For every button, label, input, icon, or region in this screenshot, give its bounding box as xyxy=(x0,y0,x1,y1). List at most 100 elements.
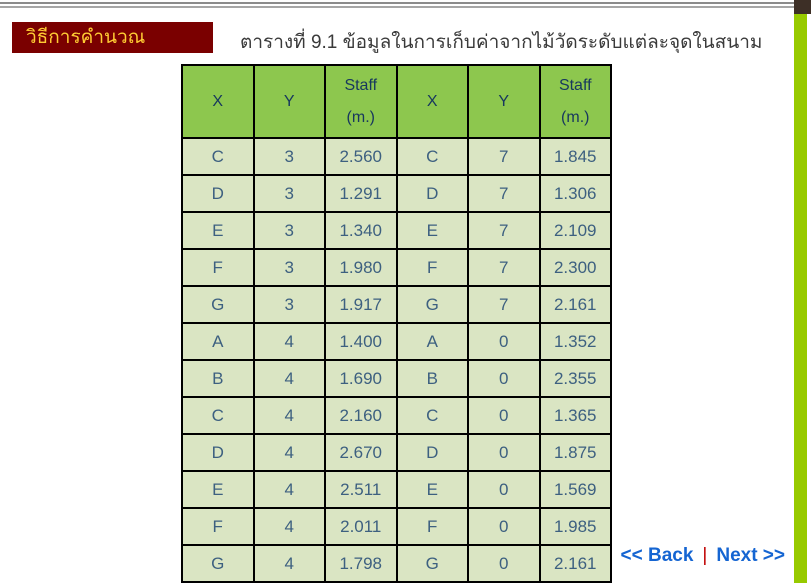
table-cell: 1.291 xyxy=(324,174,398,213)
table-cell: E xyxy=(181,211,255,250)
table-cell: D xyxy=(181,433,255,472)
table-cell: 7 xyxy=(467,211,541,250)
table-cell: F xyxy=(395,248,469,287)
back-button[interactable]: << Back xyxy=(620,545,694,566)
table-row: C 3 2.560 C 7 1.845 xyxy=(181,137,612,176)
table-cell: G xyxy=(395,544,469,583)
table-cell: A xyxy=(395,322,469,361)
pagination-nav: << Back | Next >> xyxy=(621,545,786,567)
table-cell: 0 xyxy=(467,544,541,583)
column-header: Staff (m.) xyxy=(538,64,612,139)
table-cell: 2.511 xyxy=(324,470,398,509)
table-cell: 2.109 xyxy=(538,211,612,250)
table-cell: 4 xyxy=(252,433,326,472)
table-cell: 0 xyxy=(467,322,541,361)
table-cell: G xyxy=(181,285,255,324)
table-cell: F xyxy=(181,248,255,287)
table-cell: 0 xyxy=(467,359,541,398)
table-cell: 1.690 xyxy=(324,359,398,398)
table-row: A 4 1.400 A 0 1.352 xyxy=(181,322,612,361)
table-cell: 1.980 xyxy=(324,248,398,287)
table-cell: 1.845 xyxy=(538,137,612,176)
table-cell: 3 xyxy=(252,285,326,324)
column-header: Y xyxy=(467,64,541,139)
table-cell: 1.400 xyxy=(324,322,398,361)
top-divider-line-1 xyxy=(0,2,794,4)
table-cell: 7 xyxy=(467,137,541,176)
column-header: Y xyxy=(252,64,326,139)
table-cell: E xyxy=(395,211,469,250)
table-cell: E xyxy=(395,470,469,509)
table-cell: G xyxy=(395,285,469,324)
table-cell: 4 xyxy=(252,544,326,583)
table-cell: D xyxy=(181,174,255,213)
table-cell: 1.306 xyxy=(538,174,612,213)
table-row: F 3 1.980 F 7 2.300 xyxy=(181,248,612,287)
table-cell: 0 xyxy=(467,507,541,546)
table-cell: 7 xyxy=(467,285,541,324)
table-cell: D xyxy=(395,174,469,213)
next-button[interactable]: Next >> xyxy=(716,545,785,566)
corner-accent-block xyxy=(794,0,811,14)
table-row: G 3 1.917 G 7 2.161 xyxy=(181,285,612,324)
table-cell: 2.161 xyxy=(538,544,612,583)
table-cell: 2.300 xyxy=(538,248,612,287)
table-cell: B xyxy=(395,359,469,398)
table-cell: 2.670 xyxy=(324,433,398,472)
table-cell: 7 xyxy=(467,174,541,213)
table-cell: 0 xyxy=(467,470,541,509)
table-row: C 4 2.160 C 0 1.365 xyxy=(181,396,612,435)
nav-separator: | xyxy=(702,545,708,566)
table-cell: 2.560 xyxy=(324,137,398,176)
table-cell: 1.340 xyxy=(324,211,398,250)
table-cell: 0 xyxy=(467,396,541,435)
table-cell: A xyxy=(181,322,255,361)
table-cell: 3 xyxy=(252,137,326,176)
table-cell: 1.569 xyxy=(538,470,612,509)
table-cell: 3 xyxy=(252,174,326,213)
table-cell: G xyxy=(181,544,255,583)
table-cell: D xyxy=(395,433,469,472)
table-row: D 4 2.670 D 0 1.875 xyxy=(181,433,612,472)
table-cell: 2.160 xyxy=(324,396,398,435)
table-header-row: X Y Staff (m.) X Y Staff (m.) xyxy=(181,64,612,139)
table-cell: B xyxy=(181,359,255,398)
column-header: X xyxy=(395,64,469,139)
data-table: X Y Staff (m.) X Y Staff (m.) C 3 2.560 C 7 1.845 D… xyxy=(181,64,612,583)
table-cell: 1.917 xyxy=(324,285,398,324)
table-cell: C xyxy=(395,137,469,176)
table-cell: 4 xyxy=(252,359,326,398)
table-row: F 4 2.011 F 0 1.985 xyxy=(181,507,612,546)
table-cell: 3 xyxy=(252,248,326,287)
table-cell: E xyxy=(181,470,255,509)
table-cell: 7 xyxy=(467,248,541,287)
table-body: C 3 2.560 C 7 1.845 D 3 1.291 D 7 1.306 E 3 1.340 E 7 2.1… xyxy=(181,137,612,583)
section-banner: วิธีการคำนวณ xyxy=(12,22,213,53)
table-cell: 2.161 xyxy=(538,285,612,324)
table-cell: 1.798 xyxy=(324,544,398,583)
section-banner-label: วิธีการคำนวณ xyxy=(26,27,146,48)
column-header: Staff (m.) xyxy=(324,64,398,139)
table-cell: 1.985 xyxy=(538,507,612,546)
table-cell: 4 xyxy=(252,322,326,361)
table-cell: F xyxy=(395,507,469,546)
table-cell: 4 xyxy=(252,396,326,435)
table-header: X Y Staff (m.) X Y Staff (m.) xyxy=(181,64,612,139)
table-cell: C xyxy=(181,137,255,176)
table-cell: 1.875 xyxy=(538,433,612,472)
table-cell: 1.352 xyxy=(538,322,612,361)
table-cell: 3 xyxy=(252,211,326,250)
table-cell: 0 xyxy=(467,433,541,472)
right-accent-bar xyxy=(794,14,807,583)
table-cell: 4 xyxy=(252,470,326,509)
table-cell: C xyxy=(181,396,255,435)
table-cell: F xyxy=(181,507,255,546)
table-row: G 4 1.798 G 0 2.161 xyxy=(181,544,612,583)
table-row: B 4 1.690 B 0 2.355 xyxy=(181,359,612,398)
table-cell: 1.365 xyxy=(538,396,612,435)
table-cell: 4 xyxy=(252,507,326,546)
table-cell: 2.355 xyxy=(538,359,612,398)
top-divider-line-2 xyxy=(0,6,794,8)
table-title: ตารางที่ 9.1 ข้อมูลในการเก็บค่าจากไม้วัด… xyxy=(240,32,763,53)
column-header: X xyxy=(181,64,255,139)
